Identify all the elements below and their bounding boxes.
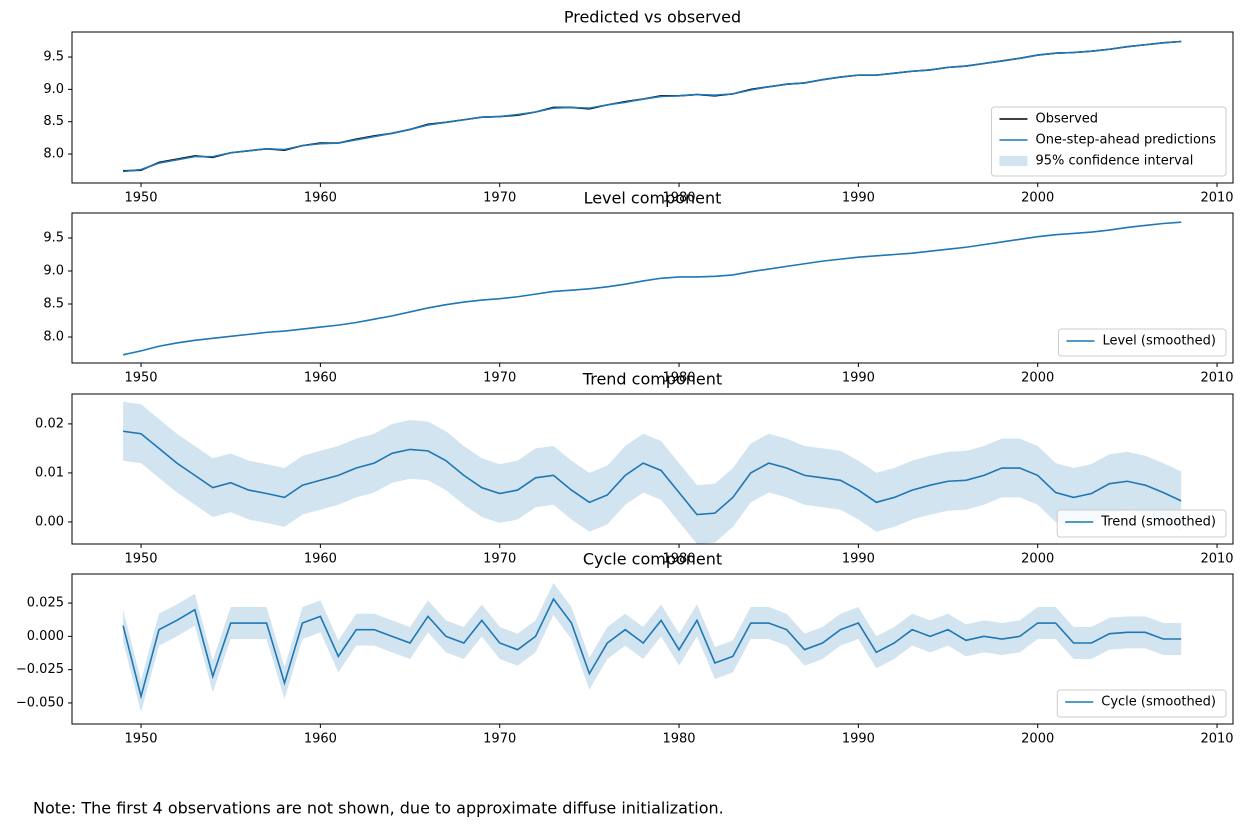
y-tick-label: 8.0: [43, 329, 64, 344]
x-tick-label: 2010: [1200, 552, 1233, 567]
x-tick-label: 2010: [1200, 191, 1233, 206]
y-tick-label: 0.00: [35, 514, 64, 529]
legend-swatch: [999, 156, 1028, 166]
y-tick-label: 8.5: [43, 114, 64, 129]
x-tick-label: 1990: [842, 371, 875, 386]
axes-frame: [71, 573, 1234, 725]
legend-box: [1056, 509, 1227, 538]
y-tick-label: 8.0: [43, 147, 64, 162]
x-tick-label: 2010: [1200, 732, 1233, 747]
confidence-band: [123, 401, 1182, 544]
x-tick-label: 1990: [842, 732, 875, 747]
x-tick-label: 1950: [124, 552, 157, 567]
legend-label: Cycle (smoothed): [1101, 695, 1216, 710]
y-tick-label: 8.5: [43, 297, 64, 312]
legend-label: Observed: [1035, 112, 1098, 127]
axes-frame: [71, 393, 1234, 545]
y-tick-label: 9.0: [43, 264, 64, 279]
x-tick-label: 1970: [483, 552, 516, 567]
x-tick-label: 1980: [662, 191, 695, 206]
x-tick-label: 2000: [1021, 371, 1054, 386]
y-tick-label: −0.025: [16, 662, 64, 677]
subplot-title: Cycle component: [583, 550, 722, 569]
x-tick-label: 1960: [304, 191, 337, 206]
legend-label: One-step-ahead predictions: [1035, 133, 1216, 148]
x-tick-label: 1970: [483, 191, 516, 206]
legend: Observed One-step-ahead predictions 95% co…: [990, 106, 1227, 177]
axes-frame: [71, 212, 1234, 364]
x-tick-label: 1970: [483, 371, 516, 386]
subplot: Predicted vs observed 1950 1960 1970 1980 199…: [43, 8, 1233, 206]
x-tick-label: 1990: [842, 552, 875, 567]
x-tick-label: 1980: [662, 552, 695, 567]
subplot-title: Predicted vs observed: [564, 8, 741, 27]
x-tick-label: 2000: [1021, 552, 1054, 567]
x-tick-label: 1990: [842, 191, 875, 206]
legend-box: [990, 106, 1227, 177]
series-line: [123, 430, 1182, 516]
legend-label: 95% confidence interval: [1035, 154, 1193, 169]
x-tick-label: 1980: [662, 371, 695, 386]
y-tick-label: 0.02: [35, 416, 64, 431]
y-tick-label: 0.000: [27, 629, 64, 644]
x-tick-label: 1960: [304, 732, 337, 747]
subplot: Cycle component 1950 1960 1970 1980 1990 2000 2…: [16, 550, 1234, 747]
legend: Cycle (smoothed): [1056, 689, 1227, 718]
series-line: [122, 597, 1182, 700]
y-tick-label: −0.050: [16, 695, 64, 710]
plot-area: [123, 40, 1182, 173]
legend-box: [1056, 689, 1227, 718]
y-tick-label: 9.5: [43, 50, 64, 65]
x-tick-label: 2010: [1200, 371, 1233, 386]
plot-area: [122, 583, 1182, 713]
legend-label: Level (smoothed): [1102, 334, 1216, 349]
legend: Trend (smoothed): [1056, 509, 1227, 538]
x-tick-label: 1960: [304, 371, 337, 386]
series-line: [123, 40, 1182, 173]
x-tick-label: 1950: [124, 732, 157, 747]
legend: Level (smoothed): [1057, 328, 1227, 357]
y-tick-label: 9.5: [43, 231, 64, 246]
legend-label: Trend (smoothed): [1100, 515, 1216, 530]
x-tick-label: 1950: [124, 371, 157, 386]
confidence-band: [123, 583, 1182, 713]
y-tick-label: 0.025: [27, 596, 64, 611]
y-tick-label: 0.01: [35, 465, 64, 480]
plot-area: [123, 401, 1182, 544]
x-tick-label: 1980: [662, 732, 695, 747]
subplot-title: Trend component: [582, 370, 722, 389]
x-tick-label: 1970: [483, 732, 516, 747]
x-tick-label: 2000: [1021, 191, 1054, 206]
legend-box: [1057, 328, 1227, 357]
x-tick-label: 2000: [1021, 732, 1054, 747]
series-line: [122, 221, 1182, 356]
subplot: Trend component 1950 1960 1970 1980 1990 2000 2…: [35, 370, 1234, 567]
subplot-title: Level component: [584, 189, 722, 208]
subplot: Level component 1950 1960 1970 1980 1990 2000 2…: [43, 189, 1233, 386]
plot-area: [122, 221, 1182, 356]
x-tick-label: 1950: [124, 191, 157, 206]
axes-frame: [71, 31, 1234, 184]
x-tick-label: 1960: [304, 552, 337, 567]
note: Note: The first 4 observations are not s…: [33, 799, 724, 818]
y-tick-label: 9.0: [43, 82, 64, 97]
